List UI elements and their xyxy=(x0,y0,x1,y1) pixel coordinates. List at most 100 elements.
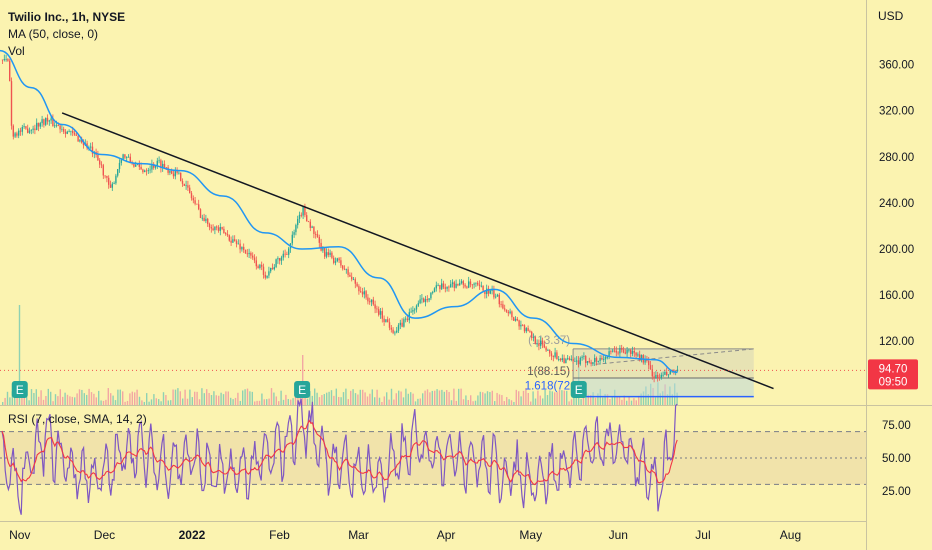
volume-bar xyxy=(666,394,669,405)
candle-body xyxy=(424,299,427,303)
candle-body xyxy=(414,309,416,311)
candle-body xyxy=(374,304,376,309)
volume-bar xyxy=(263,399,265,405)
candle-body xyxy=(293,232,295,235)
candle-body xyxy=(630,349,632,354)
candle-body xyxy=(50,118,52,121)
volume-bar xyxy=(124,401,126,405)
candle-body xyxy=(628,349,630,351)
volume-bar xyxy=(33,392,35,405)
volume-bar xyxy=(395,393,397,405)
volume-bar xyxy=(522,390,525,405)
volume-bar xyxy=(98,390,100,405)
volume-bar xyxy=(508,399,510,405)
volume-bar xyxy=(138,396,141,405)
volume-bar xyxy=(340,397,342,405)
time-tick-label: Apr xyxy=(437,528,456,542)
fib-label-bottom: 1.618(72 xyxy=(525,381,570,393)
candle-body xyxy=(295,225,297,233)
candle-body xyxy=(667,374,670,376)
volume-bar xyxy=(496,392,498,405)
candle-body xyxy=(244,249,247,254)
volume-bar xyxy=(407,393,409,405)
volume-bar xyxy=(503,401,505,405)
volume-bar xyxy=(160,401,162,405)
candle-body xyxy=(185,185,187,187)
candle-body xyxy=(525,328,527,332)
volume-bar xyxy=(640,393,642,405)
candle-body xyxy=(81,139,83,143)
candle-body xyxy=(9,60,11,82)
volume-bar xyxy=(376,389,378,405)
candle-body xyxy=(180,172,182,181)
candle-body xyxy=(405,318,407,320)
candle-body xyxy=(433,288,436,293)
volume-bar xyxy=(467,400,469,405)
candle-body xyxy=(129,156,131,162)
volume-bar xyxy=(510,400,513,405)
volume-bar xyxy=(119,389,121,405)
candle-body xyxy=(156,160,158,166)
candle-body xyxy=(369,301,371,303)
candle-body xyxy=(621,347,623,350)
volume-bar xyxy=(489,392,491,405)
price-pane xyxy=(0,0,866,405)
candle-body xyxy=(626,349,628,354)
candle-body xyxy=(576,360,578,362)
volume-bar xyxy=(35,389,37,405)
candle-body xyxy=(541,340,544,345)
vol-legend[interactable]: Vol xyxy=(8,44,25,58)
candle-body xyxy=(639,354,641,360)
volume-bar xyxy=(23,392,25,405)
candle-body xyxy=(48,120,50,122)
candle-body xyxy=(473,283,475,285)
volume-bar xyxy=(318,397,321,405)
candle-body xyxy=(59,125,61,130)
volume-bar xyxy=(95,397,97,405)
ma-legend[interactable]: MA (50, close, 0) xyxy=(8,27,99,41)
candle-body xyxy=(446,286,448,289)
volume-bar xyxy=(81,389,83,405)
volume-bar xyxy=(604,393,606,405)
volume-bar xyxy=(436,389,438,405)
time-tick-label: May xyxy=(519,528,542,542)
volume-bar xyxy=(354,393,357,405)
volume-bar xyxy=(64,392,66,405)
volume-bar xyxy=(114,400,117,405)
candle-body xyxy=(523,325,526,332)
candle-body xyxy=(14,133,16,137)
volume-bar xyxy=(494,401,496,405)
volume-bar xyxy=(112,395,114,405)
volume-bar xyxy=(9,397,11,405)
candle-body xyxy=(288,248,290,255)
symbol-title[interactable]: Twilio Inc., 1h, NYSE xyxy=(8,10,126,24)
volume-bar xyxy=(642,391,645,405)
candle-body xyxy=(158,160,160,162)
candle-body xyxy=(399,322,401,326)
volume-bar xyxy=(441,389,443,405)
volume-bar xyxy=(597,393,599,405)
candle-body xyxy=(327,252,329,255)
candle-body xyxy=(563,358,565,364)
candle-body xyxy=(223,228,225,234)
candle-body xyxy=(360,291,362,293)
volume-bar xyxy=(525,388,527,405)
rsi-legend[interactable]: RSI (7, close, SMA, 14, 2) xyxy=(8,412,147,426)
volume-bar xyxy=(275,396,277,405)
descending-trendline xyxy=(61,112,774,390)
candle-body xyxy=(421,298,423,300)
candle-body xyxy=(167,167,169,173)
candle-body xyxy=(234,239,236,242)
candle-body xyxy=(565,359,567,364)
volume-bar xyxy=(287,399,289,405)
candle-body xyxy=(235,241,238,244)
volume-bar xyxy=(285,394,287,405)
candle-body xyxy=(100,164,103,166)
volume-bar xyxy=(366,396,369,405)
volume-bar xyxy=(158,399,160,405)
candle-body xyxy=(532,337,535,338)
volume-bar xyxy=(316,392,318,405)
candle-body xyxy=(43,119,45,125)
volume-bar xyxy=(78,389,81,405)
